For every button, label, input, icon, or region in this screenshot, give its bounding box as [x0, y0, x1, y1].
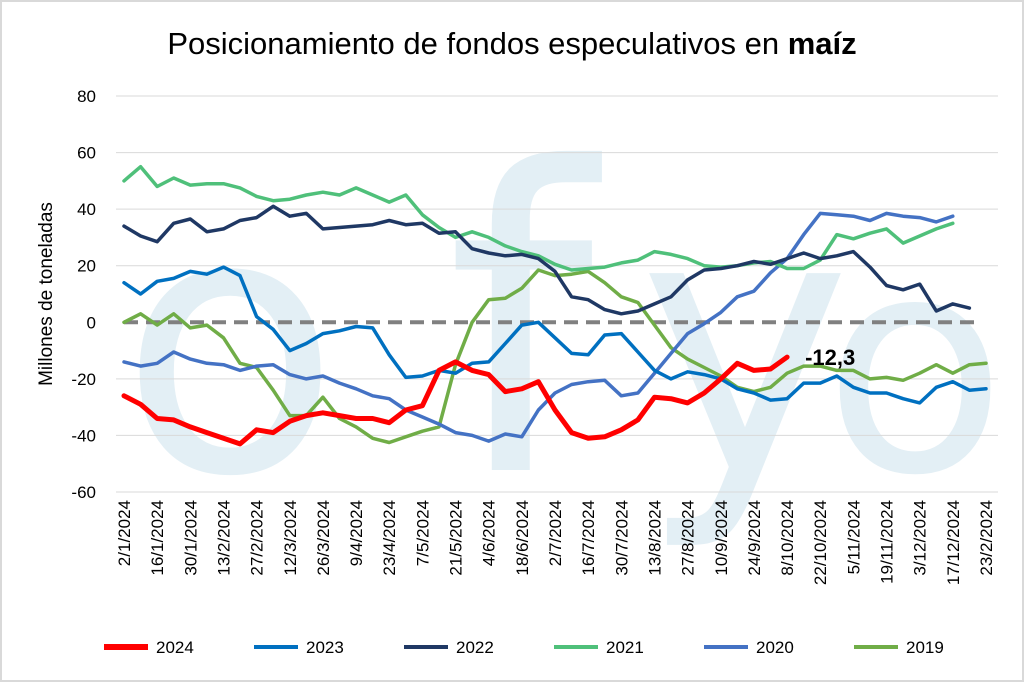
x-tick-label: 5/11/2024 — [844, 500, 863, 574]
x-tick-label: 10/9/2024 — [712, 500, 731, 576]
series-lines — [121, 164, 988, 447]
x-tick-label: 26/3/2024 — [314, 500, 333, 576]
series-line-2021 — [122, 164, 955, 272]
x-tick-label: 13/2/2024 — [214, 500, 233, 576]
y-axis-label: Millones de toneladas — [36, 202, 57, 386]
watermark-logo: o f yo — [120, 81, 1007, 570]
series-line-2024 — [121, 354, 790, 447]
series-line-2023 — [122, 265, 988, 405]
x-tick-label: 23/4/2024 — [380, 500, 399, 576]
x-tick-label: 13/8/2024 — [645, 500, 664, 576]
x-tick-label: 2/1/2024 — [115, 500, 134, 566]
legend-label-2024: 2024 — [156, 638, 194, 657]
x-tick-label: 19/11/2024 — [878, 500, 897, 584]
legend: 2024 2023 2022 2021 2020 2019 — [104, 638, 944, 657]
y-tick-label: -20 — [71, 370, 96, 389]
x-tick-label: 24/9/2024 — [745, 500, 764, 576]
legend-label-2021: 2021 — [606, 638, 644, 657]
annotation-group: -12,3 — [805, 345, 855, 370]
legend-label-2019: 2019 — [906, 638, 944, 657]
x-tick-label: 30/7/2024 — [612, 500, 631, 576]
y-axis-ticks: -60 -40 -20 0 20 40 60 80 — [71, 87, 96, 502]
legend-label-2020: 2020 — [756, 638, 794, 657]
x-tick-label: 9/4/2024 — [347, 500, 366, 566]
legend-label-2023: 2023 — [306, 638, 344, 657]
x-tick-label: 21/5/2024 — [447, 500, 466, 576]
y-tick-label: -60 — [71, 483, 96, 502]
annotation-last-value: -12,3 — [805, 345, 855, 370]
x-tick-label: 17/12/2024 — [944, 500, 963, 585]
gridlines — [116, 95, 998, 493]
y-tick-label: 20 — [77, 257, 96, 276]
x-tick-label: 16/1/2024 — [148, 500, 167, 576]
x-tick-label: 22/10/2024 — [811, 500, 830, 585]
x-tick-label: 8/10/2024 — [778, 500, 797, 576]
x-tick-label: 16/7/2024 — [579, 500, 598, 576]
chart-title: Posicionamiento de fondos especulativos … — [167, 26, 856, 61]
x-tick-label: 23/2/2024 — [977, 500, 996, 576]
y-tick-label: 0 — [87, 313, 96, 332]
x-tick-label: 27/2/2024 — [248, 500, 267, 576]
chart-title-bold: maíz — [788, 26, 857, 61]
x-tick-label: 7/5/2024 — [413, 500, 432, 566]
x-tick-label: 18/6/2024 — [513, 500, 532, 576]
y-tick-label: 60 — [77, 144, 96, 163]
x-axis-ticks: 2/1/2024 16/1/2024 30/1/2024 13/2/2024 27/2/… — [115, 500, 996, 585]
watermark-letter-y: y — [638, 136, 851, 555]
series-line-2019 — [122, 268, 988, 445]
series-line-2022 — [122, 204, 972, 316]
x-tick-label: 30/1/2024 — [181, 500, 200, 576]
x-tick-label: 4/6/2024 — [480, 500, 499, 566]
y-tick-label: 40 — [77, 200, 96, 219]
x-tick-label: 3/12/2024 — [911, 500, 930, 576]
x-tick-label: 2/7/2024 — [546, 500, 565, 566]
x-tick-label: 27/8/2024 — [679, 500, 698, 576]
legend-label-2022: 2022 — [456, 638, 494, 657]
y-tick-label: -40 — [71, 426, 96, 445]
series-line-2020 — [122, 211, 955, 443]
y-tick-label: 80 — [77, 87, 96, 106]
chart-title-text: Posicionamiento de fondos especulativos … — [167, 26, 779, 61]
x-tick-label: 12/3/2024 — [281, 500, 300, 576]
